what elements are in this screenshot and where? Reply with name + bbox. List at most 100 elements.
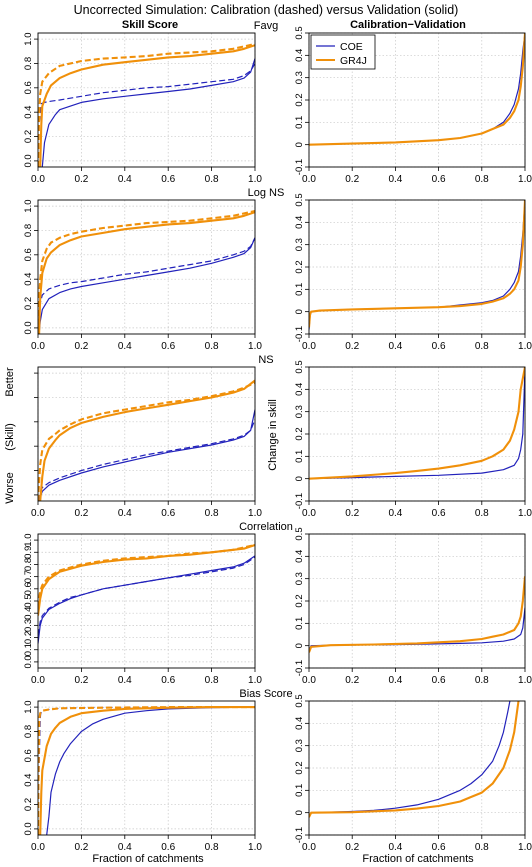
y-tick-label: -0.1 [294,326,305,342]
y-tick-label: 0.8 [23,725,34,738]
panel-bias-score-skill: Bias Score 0.0 0.2 0.4 0.6 0.8 1.0 0.0 0.2 0.4 0.6… [23,688,293,853]
row-label: Log NS [248,187,285,199]
series-gr4j-solid [309,367,525,480]
y-tick-label: 0.5 [294,527,305,540]
x-tick-label: 0.0 [31,341,45,352]
x-tick-label: 0.6 [161,341,175,352]
x-tick-label: 0.6 [432,341,446,352]
x-tick-label: 0.4 [118,341,132,352]
x-tick-label: 0.2 [74,675,88,686]
x-tick-label: 1.0 [518,508,532,519]
left-column-title: Skill Score [122,19,178,31]
series-gr4j-dashed [38,42,255,167]
x-tick-label: 0.4 [388,174,402,185]
series-coe-solid [38,409,255,501]
panel-ns-change: 0.0 0.2 0.4 0.6 0.8 1.0 -0.1 0 0.1 0.2 0.3 0.4 0.5 [294,360,532,519]
y-tick-label: 0.8 [23,558,34,571]
panel-frame [37,199,256,335]
y-tick-label: 0.4 [294,49,305,62]
y-tick-label: 1.0 [23,32,34,45]
y-tick-label: 0.8 [23,57,34,70]
x-tick-label: 0.2 [345,174,359,185]
series-coe-dashed [38,419,255,501]
x-tick-label: 0.4 [118,842,132,853]
y-tick-label: 0.8 [23,224,34,237]
y-tick-label: 0.2 [294,93,305,106]
y-tick-label: 0.1 [294,283,305,296]
y-tick-label: 0.4 [23,106,34,119]
panel-log-ns-skill: Log NS 0.0 0.2 0.4 0.6 0.8 1.0 0.0 0.2 0.4 0.6 0.8 1… [23,187,284,352]
y-tick-label: 0.3 [294,572,305,585]
panel-favg-change: 0.0 0.2 0.4 0.6 0.8 1.0 -0.1 0 0.1 0.2 0.3 0.4 0.5 CO… [294,26,532,185]
panel-frame [37,700,256,836]
y-tick-label: 0.6 [23,248,34,261]
series-coe-solid [38,555,255,644]
series-coe-solid [38,237,255,334]
x-tick-label: 0.8 [205,174,219,185]
x-tick-label: 0.6 [161,508,175,519]
x-tick-label: 0.4 [388,675,402,686]
y-tick-label: 0.2 [294,260,305,273]
x-tick-label: 0.8 [205,842,219,853]
y-tick-label: 0.4 [294,383,305,396]
x-tick-label: 0.0 [302,675,316,686]
x-tick-label: 0.4 [388,508,402,519]
series-gr4j-solid [309,33,525,146]
x-tick-label: 0.4 [118,174,132,185]
x-tick-label: 1.0 [518,675,532,686]
row-label: Favg [254,20,278,32]
x-tick-label: 0.0 [31,174,45,185]
x-tick-label: 0.2 [74,174,88,185]
y-tick-label: 0.4 [23,774,34,787]
y-tick-label: -0.1 [294,493,305,509]
x-tick-label: 0.8 [475,675,489,686]
y-tick-label: 0.9 [23,546,34,559]
x-tick-label: 0.2 [345,842,359,853]
panel-log-ns-change: 0.0 0.2 0.4 0.6 0.8 1.0 -0.1 0 0.1 0.2 0.3 0.4 0.5 [294,193,532,352]
panel-correlation-change: 0.0 0.2 0.4 0.6 0.8 1.0 -0.1 0 0.1 0.2 0.3 0.4 0.5 [294,527,532,686]
figure-title: Uncorrected Simulation: Calibration (das… [74,3,459,17]
legend: COE GR4J [310,34,376,70]
series-gr4j-solid [39,706,255,835]
y-tick-label: 0.2 [23,798,34,811]
y-tick-label: 0.2 [294,427,305,440]
y-tick-label: 0.3 [294,238,305,251]
x-tick-label: 0.0 [31,842,45,853]
x-tick-label: 0.8 [475,174,489,185]
x-tick-label: 1.0 [248,675,262,686]
y-tick-label: 1.0 [23,700,34,713]
y-tick-label: 0.2 [23,130,34,143]
series-gr4j-dashed [38,209,255,334]
x-tick-label: 0.0 [302,341,316,352]
panel-favg-skill: Favg 0.0 0.2 0.4 0.6 0.8 1.0 0.0 0.2 0.4 0.6 0.8 1.0 [23,20,278,185]
series-coe-solid [309,367,525,480]
x-tick-label: 0.6 [161,675,175,686]
y-tick-label: 0 [294,643,305,648]
y-label-skill: (Skill) [4,423,16,451]
series-coe-dashed [38,556,255,636]
series-coe-solid [46,706,255,835]
y-tick-label: 0.5 [23,594,34,607]
x-tick-label: 0.2 [74,341,88,352]
y-label-better: Better [4,367,16,397]
x-tick-label: 0.8 [475,508,489,519]
series-gr4j-solid [309,576,525,653]
panel-ns-skill: NS 0.0 0.2 0.4 0.6 0.8 1.0 [31,354,274,519]
y-tick-label: 0 [294,476,305,481]
series-gr4j-solid [38,544,255,616]
y-tick-label: 1.0 [23,199,34,212]
y-tick-label: 0 [294,142,305,147]
series-coe-dashed [38,706,255,835]
x-tick-label: 0.0 [302,508,316,519]
y-tick-label: 0.5 [294,26,305,39]
x-tick-label: 0.2 [74,508,88,519]
y-tick-label: 0.2 [23,631,34,644]
x-tick-label: 0.8 [475,341,489,352]
x-tick-label: 0.2 [74,842,88,853]
y-tick-label: 0.5 [294,193,305,206]
x-tick-label: 0.0 [31,508,45,519]
y-tick-label: -0.1 [294,827,305,843]
y-tick-label: 0.3 [294,405,305,418]
x-tick-label: 0.6 [432,842,446,853]
